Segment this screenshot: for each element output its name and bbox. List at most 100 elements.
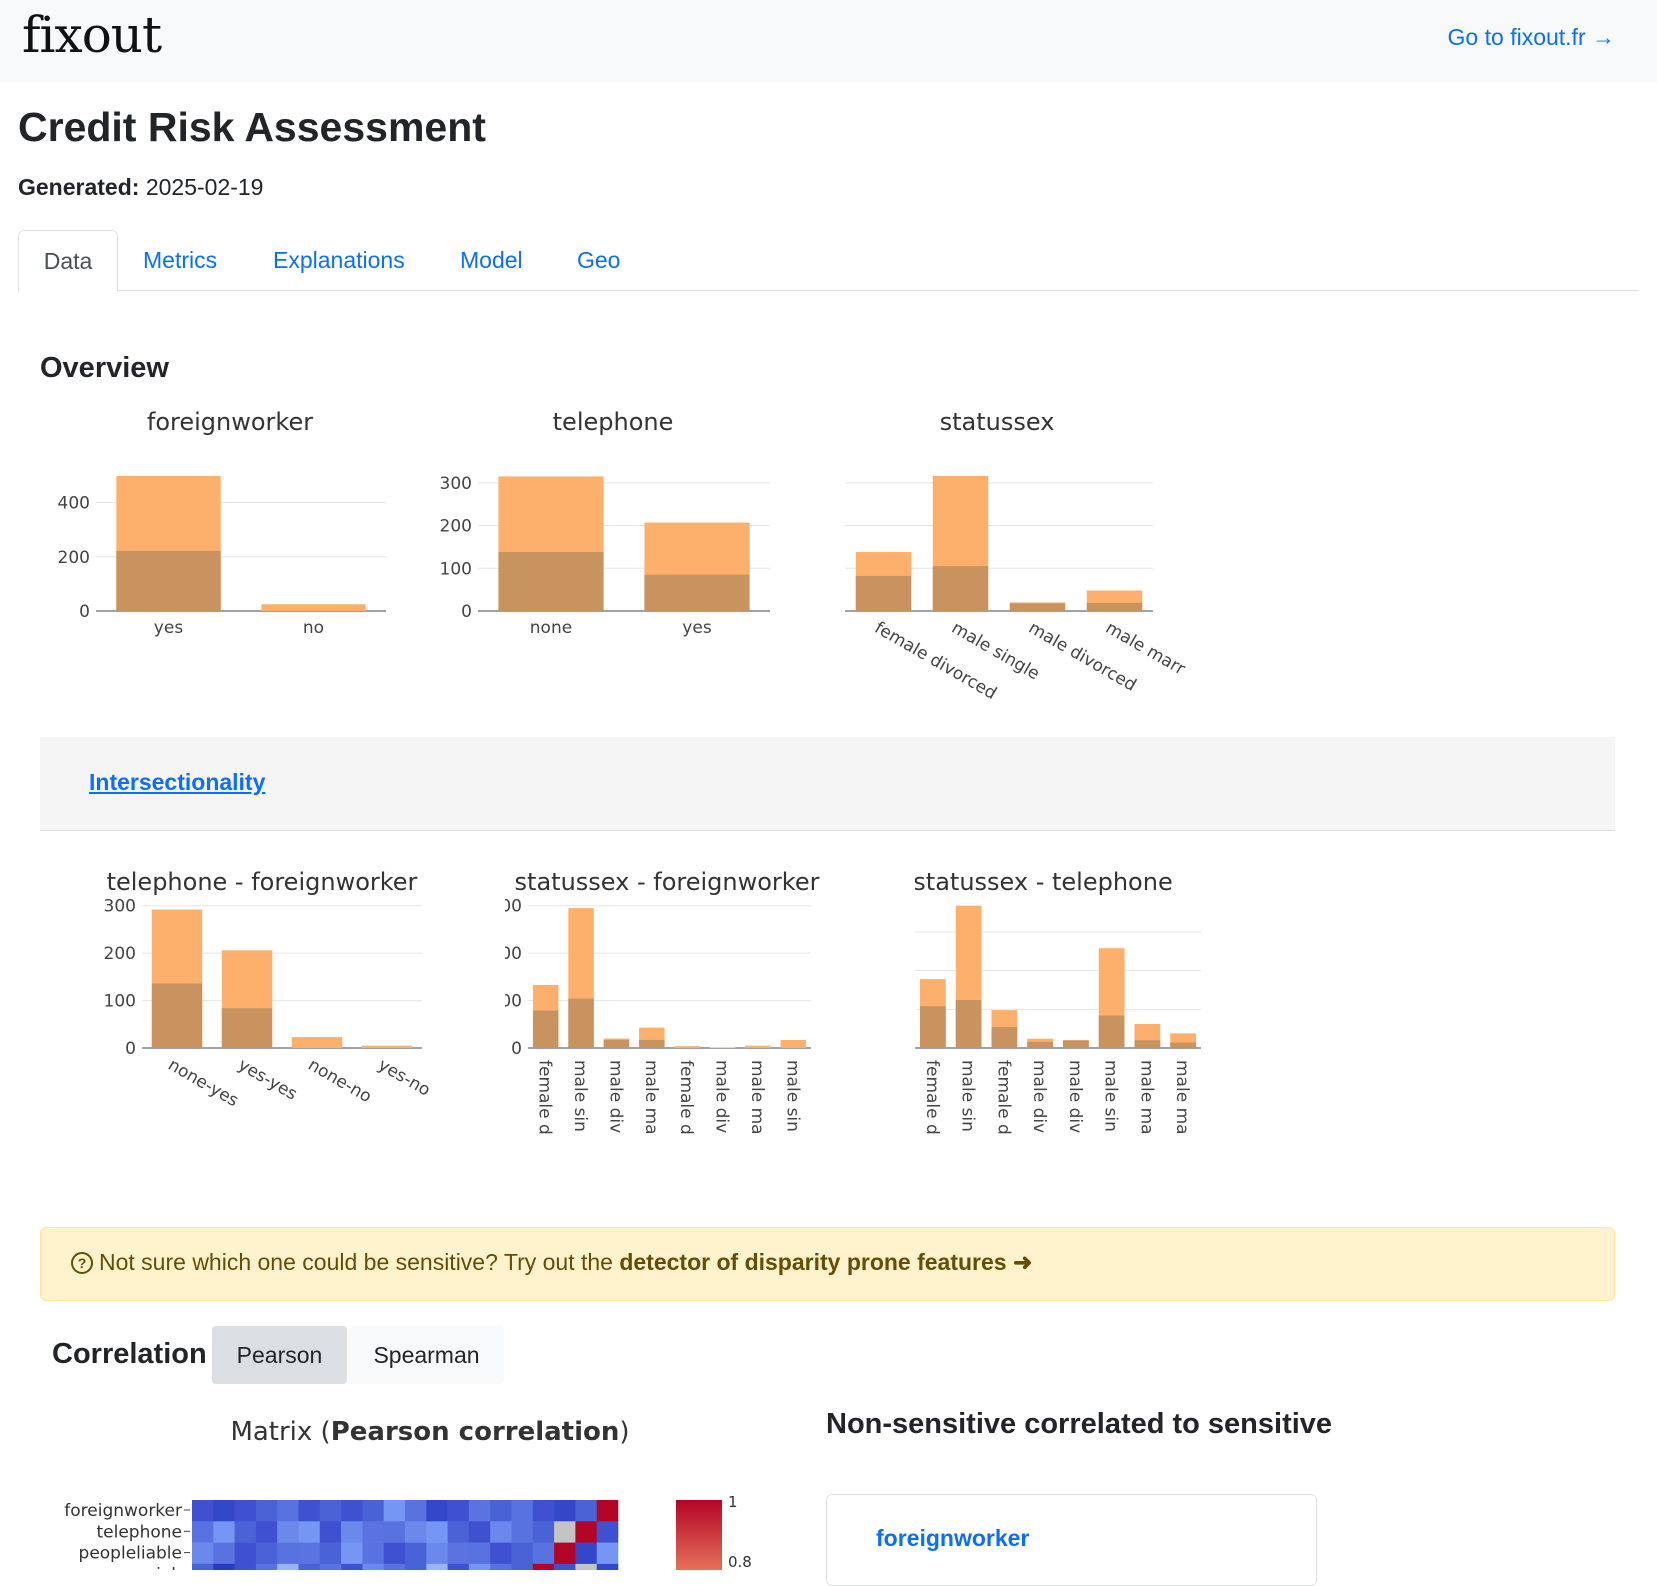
matrix-cell[interactable] (405, 1521, 427, 1543)
matrix-cell[interactable] (405, 1543, 427, 1565)
matrix-cell[interactable] (320, 1521, 342, 1543)
matrix-cell[interactable] (213, 1543, 235, 1565)
matrix-cell[interactable] (384, 1564, 406, 1570)
matrix-cell[interactable] (299, 1564, 321, 1570)
matrix-cell[interactable] (299, 1521, 321, 1543)
bar-total[interactable] (261, 604, 365, 611)
matrix-cell[interactable] (597, 1543, 619, 1565)
matrix-cell[interactable] (341, 1564, 363, 1570)
matrix-cell[interactable] (213, 1564, 235, 1570)
bar-total[interactable] (781, 1040, 806, 1048)
bar-total[interactable] (674, 1046, 699, 1048)
matrix-cell[interactable] (362, 1564, 384, 1570)
bar-subset[interactable] (920, 1006, 946, 1048)
matrix-cell[interactable] (192, 1521, 214, 1543)
matrix-cell[interactable] (490, 1500, 512, 1522)
matrix-cell[interactable] (192, 1500, 214, 1522)
bar-subset[interactable] (222, 1008, 272, 1048)
bar-subset[interactable] (568, 999, 593, 1048)
matrix-cell[interactable] (320, 1543, 342, 1565)
bar-subset[interactable] (1170, 1043, 1196, 1048)
bar-subset[interactable] (1135, 1040, 1161, 1048)
matrix-cell[interactable] (597, 1564, 619, 1570)
matrix-cell[interactable] (341, 1521, 363, 1543)
matrix-cell[interactable] (320, 1500, 342, 1522)
spearman-button[interactable]: Spearman (349, 1326, 504, 1384)
matrix-cell[interactable] (490, 1543, 512, 1565)
matrix-cell[interactable] (277, 1521, 299, 1543)
matrix-cell[interactable] (575, 1500, 597, 1522)
matrix-cell[interactable] (469, 1500, 491, 1522)
matrix-cell[interactable] (448, 1564, 470, 1570)
card-foreignworker-link[interactable]: foreignworker (876, 1525, 1029, 1552)
matrix-cell[interactable] (235, 1521, 257, 1543)
matrix-cell[interactable] (512, 1564, 534, 1570)
tab-explanations[interactable]: Explanations (273, 230, 405, 290)
bar-total[interactable] (292, 1037, 342, 1048)
matrix-cell[interactable] (533, 1543, 555, 1565)
bar-subset[interactable] (992, 1027, 1018, 1048)
bar-subset[interactable] (856, 576, 911, 611)
matrix-cell[interactable] (533, 1521, 555, 1543)
matrix-cell[interactable] (426, 1543, 448, 1565)
matrix-cell[interactable] (533, 1500, 555, 1522)
matrix-cell[interactable] (405, 1564, 427, 1570)
matrix-cell[interactable] (426, 1521, 448, 1543)
bar-subset[interactable] (604, 1040, 629, 1048)
matrix-cell[interactable] (299, 1543, 321, 1565)
matrix-cell[interactable] (192, 1543, 214, 1565)
bar-subset[interactable] (533, 1011, 558, 1048)
matrix-cell[interactable] (235, 1564, 257, 1570)
matrix-cell[interactable] (554, 1543, 576, 1565)
matrix-cell[interactable] (235, 1543, 257, 1565)
matrix-cell[interactable] (426, 1500, 448, 1522)
matrix-cell[interactable] (341, 1543, 363, 1565)
bar-subset[interactable] (644, 575, 749, 611)
bar-subset[interactable] (933, 566, 988, 611)
bar-subset[interactable] (1010, 603, 1065, 611)
matrix-cell[interactable] (512, 1500, 534, 1522)
intersectionality-link[interactable]: Intersectionality (89, 769, 265, 796)
matrix-cell[interactable] (362, 1500, 384, 1522)
matrix-cell[interactable] (235, 1500, 257, 1522)
matrix-cell[interactable] (405, 1500, 427, 1522)
matrix-cell[interactable] (256, 1500, 278, 1522)
bar-subset[interactable] (1087, 603, 1142, 611)
bar-subset[interactable] (1027, 1042, 1053, 1048)
bar-total[interactable] (745, 1046, 770, 1048)
matrix-cell[interactable] (448, 1543, 470, 1565)
matrix-cell[interactable] (256, 1564, 278, 1570)
matrix-cell[interactable] (490, 1564, 512, 1570)
matrix-cell[interactable] (256, 1543, 278, 1565)
tab-model[interactable]: Model (460, 230, 523, 290)
bar-subset[interactable] (956, 1000, 982, 1048)
matrix-cell[interactable] (192, 1564, 214, 1570)
matrix-cell[interactable] (554, 1500, 576, 1522)
matrix-cell[interactable] (320, 1564, 342, 1570)
matrix-cell[interactable] (490, 1521, 512, 1543)
matrix-cell[interactable] (554, 1564, 576, 1570)
matrix-cell[interactable] (426, 1564, 448, 1570)
pearson-button[interactable]: Pearson (212, 1326, 347, 1384)
matrix-cell[interactable] (512, 1543, 534, 1565)
matrix-cell[interactable] (469, 1521, 491, 1543)
matrix-cell[interactable] (213, 1521, 235, 1543)
matrix-cell[interactable] (575, 1543, 597, 1565)
matrix-cell[interactable] (384, 1500, 406, 1522)
bar-subset[interactable] (116, 551, 220, 611)
matrix-cell[interactable] (469, 1564, 491, 1570)
bar-subset[interactable] (1063, 1040, 1089, 1048)
matrix-cell[interactable] (384, 1543, 406, 1565)
matrix-cell[interactable] (277, 1564, 299, 1570)
detector-link[interactable]: detector of disparity prone features ➜ (619, 1249, 1032, 1275)
go-to-fixout-link[interactable]: Go to fixout.fr → (1448, 24, 1615, 51)
bar-subset[interactable] (1099, 1016, 1125, 1048)
matrix-cell[interactable] (533, 1564, 555, 1570)
matrix-cell[interactable] (277, 1543, 299, 1565)
bar-subset[interactable] (152, 984, 202, 1048)
bar-total[interactable] (362, 1046, 412, 1048)
bar-subset[interactable] (639, 1040, 664, 1048)
matrix-cell[interactable] (277, 1500, 299, 1522)
matrix-cell[interactable] (384, 1521, 406, 1543)
matrix-cell[interactable] (597, 1521, 619, 1543)
